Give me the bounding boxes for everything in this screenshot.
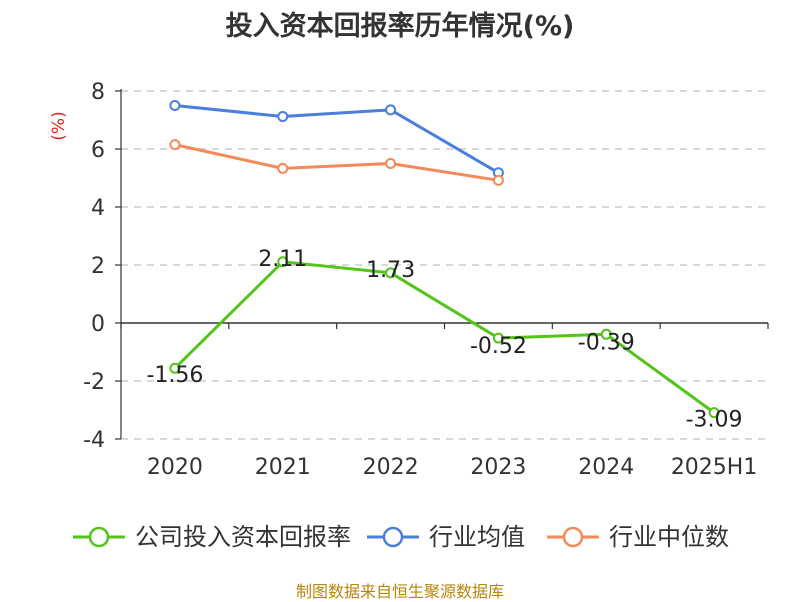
data-point[interactable] [385, 267, 397, 279]
data-point[interactable] [277, 256, 289, 268]
x-tick-label: 2023 [470, 455, 526, 480]
data-label: 1.73 [366, 258, 415, 283]
series-line-1 [174, 104, 500, 175]
legend-item-1[interactable]: 行业均值 [367, 523, 525, 551]
x-tick-label: 2020 [147, 455, 203, 480]
grid-lines [121, 90, 768, 440]
y-tick-label: -4 [83, 428, 105, 453]
data-point[interactable] [600, 328, 612, 340]
y-axis-unit-label: (%) [49, 111, 69, 140]
data-point[interactable] [277, 162, 289, 174]
data-labels: -1.56 2.11 1.73 -0.52 -0.39 -3.09 [146, 247, 742, 433]
data-point[interactable] [385, 158, 397, 169]
data-label: -0.52 [470, 334, 527, 359]
legend-swatch-marker [88, 526, 110, 548]
data-label: -3.09 [686, 408, 743, 433]
x-tick-label: 2025H1 [671, 455, 758, 480]
legend[interactable]: 公司投入资本回报率 行业均值 行业中位数 [73, 523, 729, 551]
data-label: -0.39 [578, 330, 635, 355]
data-point[interactable] [169, 100, 181, 111]
y-tick-label: 4 [91, 196, 105, 221]
data-point[interactable] [708, 407, 720, 419]
series-line-2 [174, 143, 499, 182]
legend-label: 行业中位数 [609, 523, 729, 551]
data-point[interactable] [385, 104, 397, 116]
series-layer [169, 100, 720, 419]
legend-label: 行业均值 [429, 523, 525, 551]
legend-item-2[interactable]: 行业中位数 [547, 523, 729, 551]
y-tick-label: 0 [91, 312, 105, 337]
data-label: -1.56 [146, 363, 203, 388]
x-tick-label: 2021 [255, 455, 311, 480]
data-point[interactable] [169, 362, 181, 374]
data-point[interactable] [169, 139, 181, 151]
data-point[interactable] [492, 332, 504, 344]
y-tick-label: -2 [83, 370, 105, 395]
data-point[interactable] [492, 174, 504, 186]
y-tick-label: 2 [91, 254, 105, 279]
y-tick-label: 6 [91, 138, 105, 163]
source-note: 制图数据来自恒生聚源数据库 [295, 582, 504, 601]
legend-swatch-marker [382, 526, 404, 548]
x-tick-label: 2024 [578, 455, 634, 480]
data-label: 2.11 [258, 247, 307, 272]
chart-title: 投入资本回报率历年情况(%) [225, 11, 575, 42]
axes: -4 -2 0 2 4 6 8 2020 2021 2022 2023 2024 2025H1 [83, 80, 769, 480]
data-point[interactable] [277, 111, 289, 123]
legend-label: 公司投入资本回报率 [135, 523, 351, 551]
legend-item-0[interactable]: 公司投入资本回报率 [73, 523, 351, 551]
series-line-0 [173, 260, 715, 414]
x-tick-label: 2022 [363, 455, 419, 480]
legend-swatch-marker [562, 526, 584, 548]
y-tick-label: 8 [91, 80, 105, 105]
